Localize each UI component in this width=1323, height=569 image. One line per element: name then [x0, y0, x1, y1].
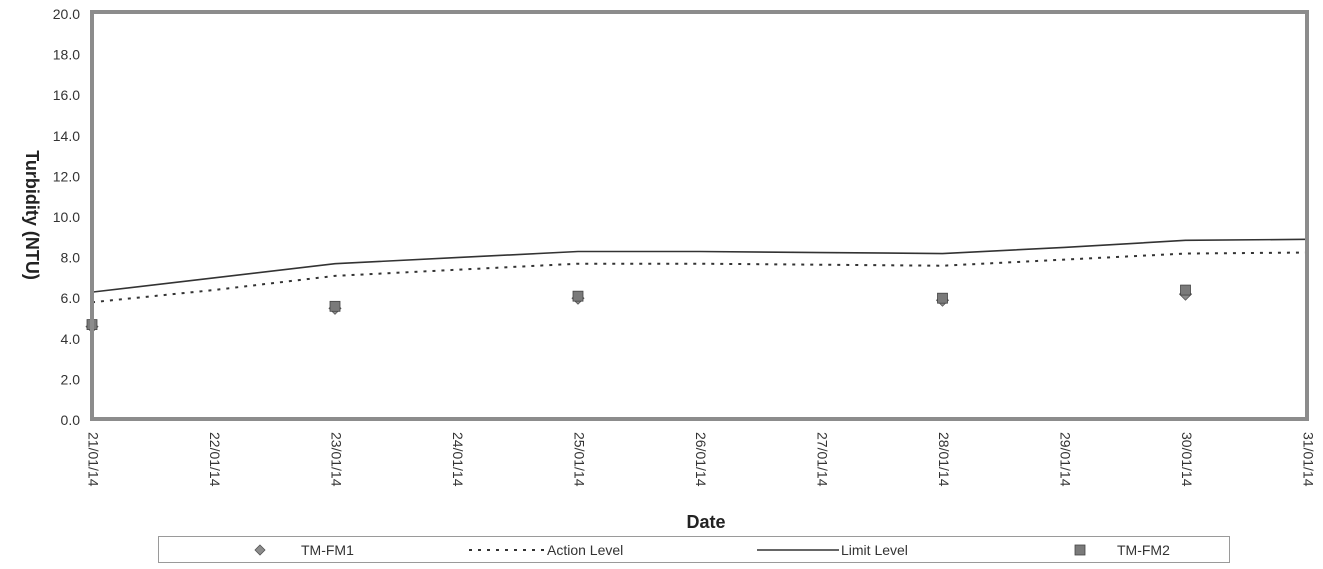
solid-line-icon — [757, 548, 839, 551]
legend-item-tm-fm2: TM-FM2 — [1065, 537, 1170, 562]
x-tick-label: 22/01/14 — [207, 432, 223, 487]
y-tick-label: 10.0 — [53, 209, 80, 225]
legend-item-action-level: Action Level — [467, 537, 623, 562]
y-tick-label: 4.0 — [61, 331, 81, 347]
x-axis-ticks: 21/01/14 22/01/14 23/01/14 24/01/14 25/01/14… — [85, 432, 1316, 487]
legend-item-tm-fm1: TM-FM1 — [245, 537, 354, 562]
x-tick-label: 30/01/14 — [1179, 432, 1195, 487]
x-tick-label: 29/01/14 — [1057, 432, 1073, 487]
plot-area-frame — [90, 10, 1309, 421]
legend-item-limit-level: Limit Level — [755, 537, 908, 562]
x-tick-label: 21/01/14 — [85, 432, 101, 487]
y-tick-label: 6.0 — [61, 290, 81, 306]
y-axis-title: Turbidity (NTU) — [22, 150, 42, 280]
x-tick-label: 25/01/14 — [571, 432, 587, 487]
y-tick-label: 2.0 — [61, 371, 81, 387]
legend-label-action-level: Action Level — [547, 541, 624, 558]
legend-label-tm-fm2: TM-FM2 — [1117, 541, 1170, 558]
data-point-tm-fm2 — [1180, 284, 1191, 296]
legend-label-tm-fm1: TM-FM1 — [301, 541, 354, 558]
x-tick-label: 31/01/14 — [1300, 432, 1316, 487]
data-point-tm-fm2 — [572, 290, 584, 302]
diamond-marker-icon — [254, 543, 266, 556]
series-line-limit-level — [91, 238, 1308, 293]
y-tick-label: 18.0 — [53, 47, 80, 63]
y-axis-ticks: 0.0 2.0 4.0 6.0 8.0 10.0 12.0 14.0 16.0 18.0 20.0 — [53, 6, 80, 428]
series-layer — [85, 238, 1308, 334]
y-tick-label: 0.0 — [61, 412, 81, 428]
data-point-tm-fm2 — [937, 292, 948, 304]
y-tick-label: 20.0 — [53, 6, 80, 22]
legend-label-limit-level: Limit Level — [841, 541, 908, 558]
square-marker-icon — [1074, 544, 1086, 555]
x-axis-title: Date — [686, 512, 725, 532]
x-tick-label: 23/01/14 — [328, 432, 344, 487]
x-tick-label: 28/01/14 — [936, 432, 952, 487]
y-tick-label: 12.0 — [53, 168, 80, 184]
series-line-action-level — [91, 251, 1308, 304]
x-tick-label: 24/01/14 — [450, 432, 466, 487]
y-tick-label: 8.0 — [61, 250, 81, 266]
y-tick-label: 14.0 — [53, 128, 80, 144]
dotted-line-icon — [469, 548, 545, 551]
legend: TM-FM1 Action Level Limit Level TM-FM2 — [158, 536, 1230, 563]
data-point-tm-fm2 — [329, 300, 341, 312]
x-tick-label: 26/01/14 — [693, 432, 709, 487]
x-tick-label: 27/01/14 — [814, 432, 830, 487]
y-tick-label: 16.0 — [53, 87, 80, 103]
